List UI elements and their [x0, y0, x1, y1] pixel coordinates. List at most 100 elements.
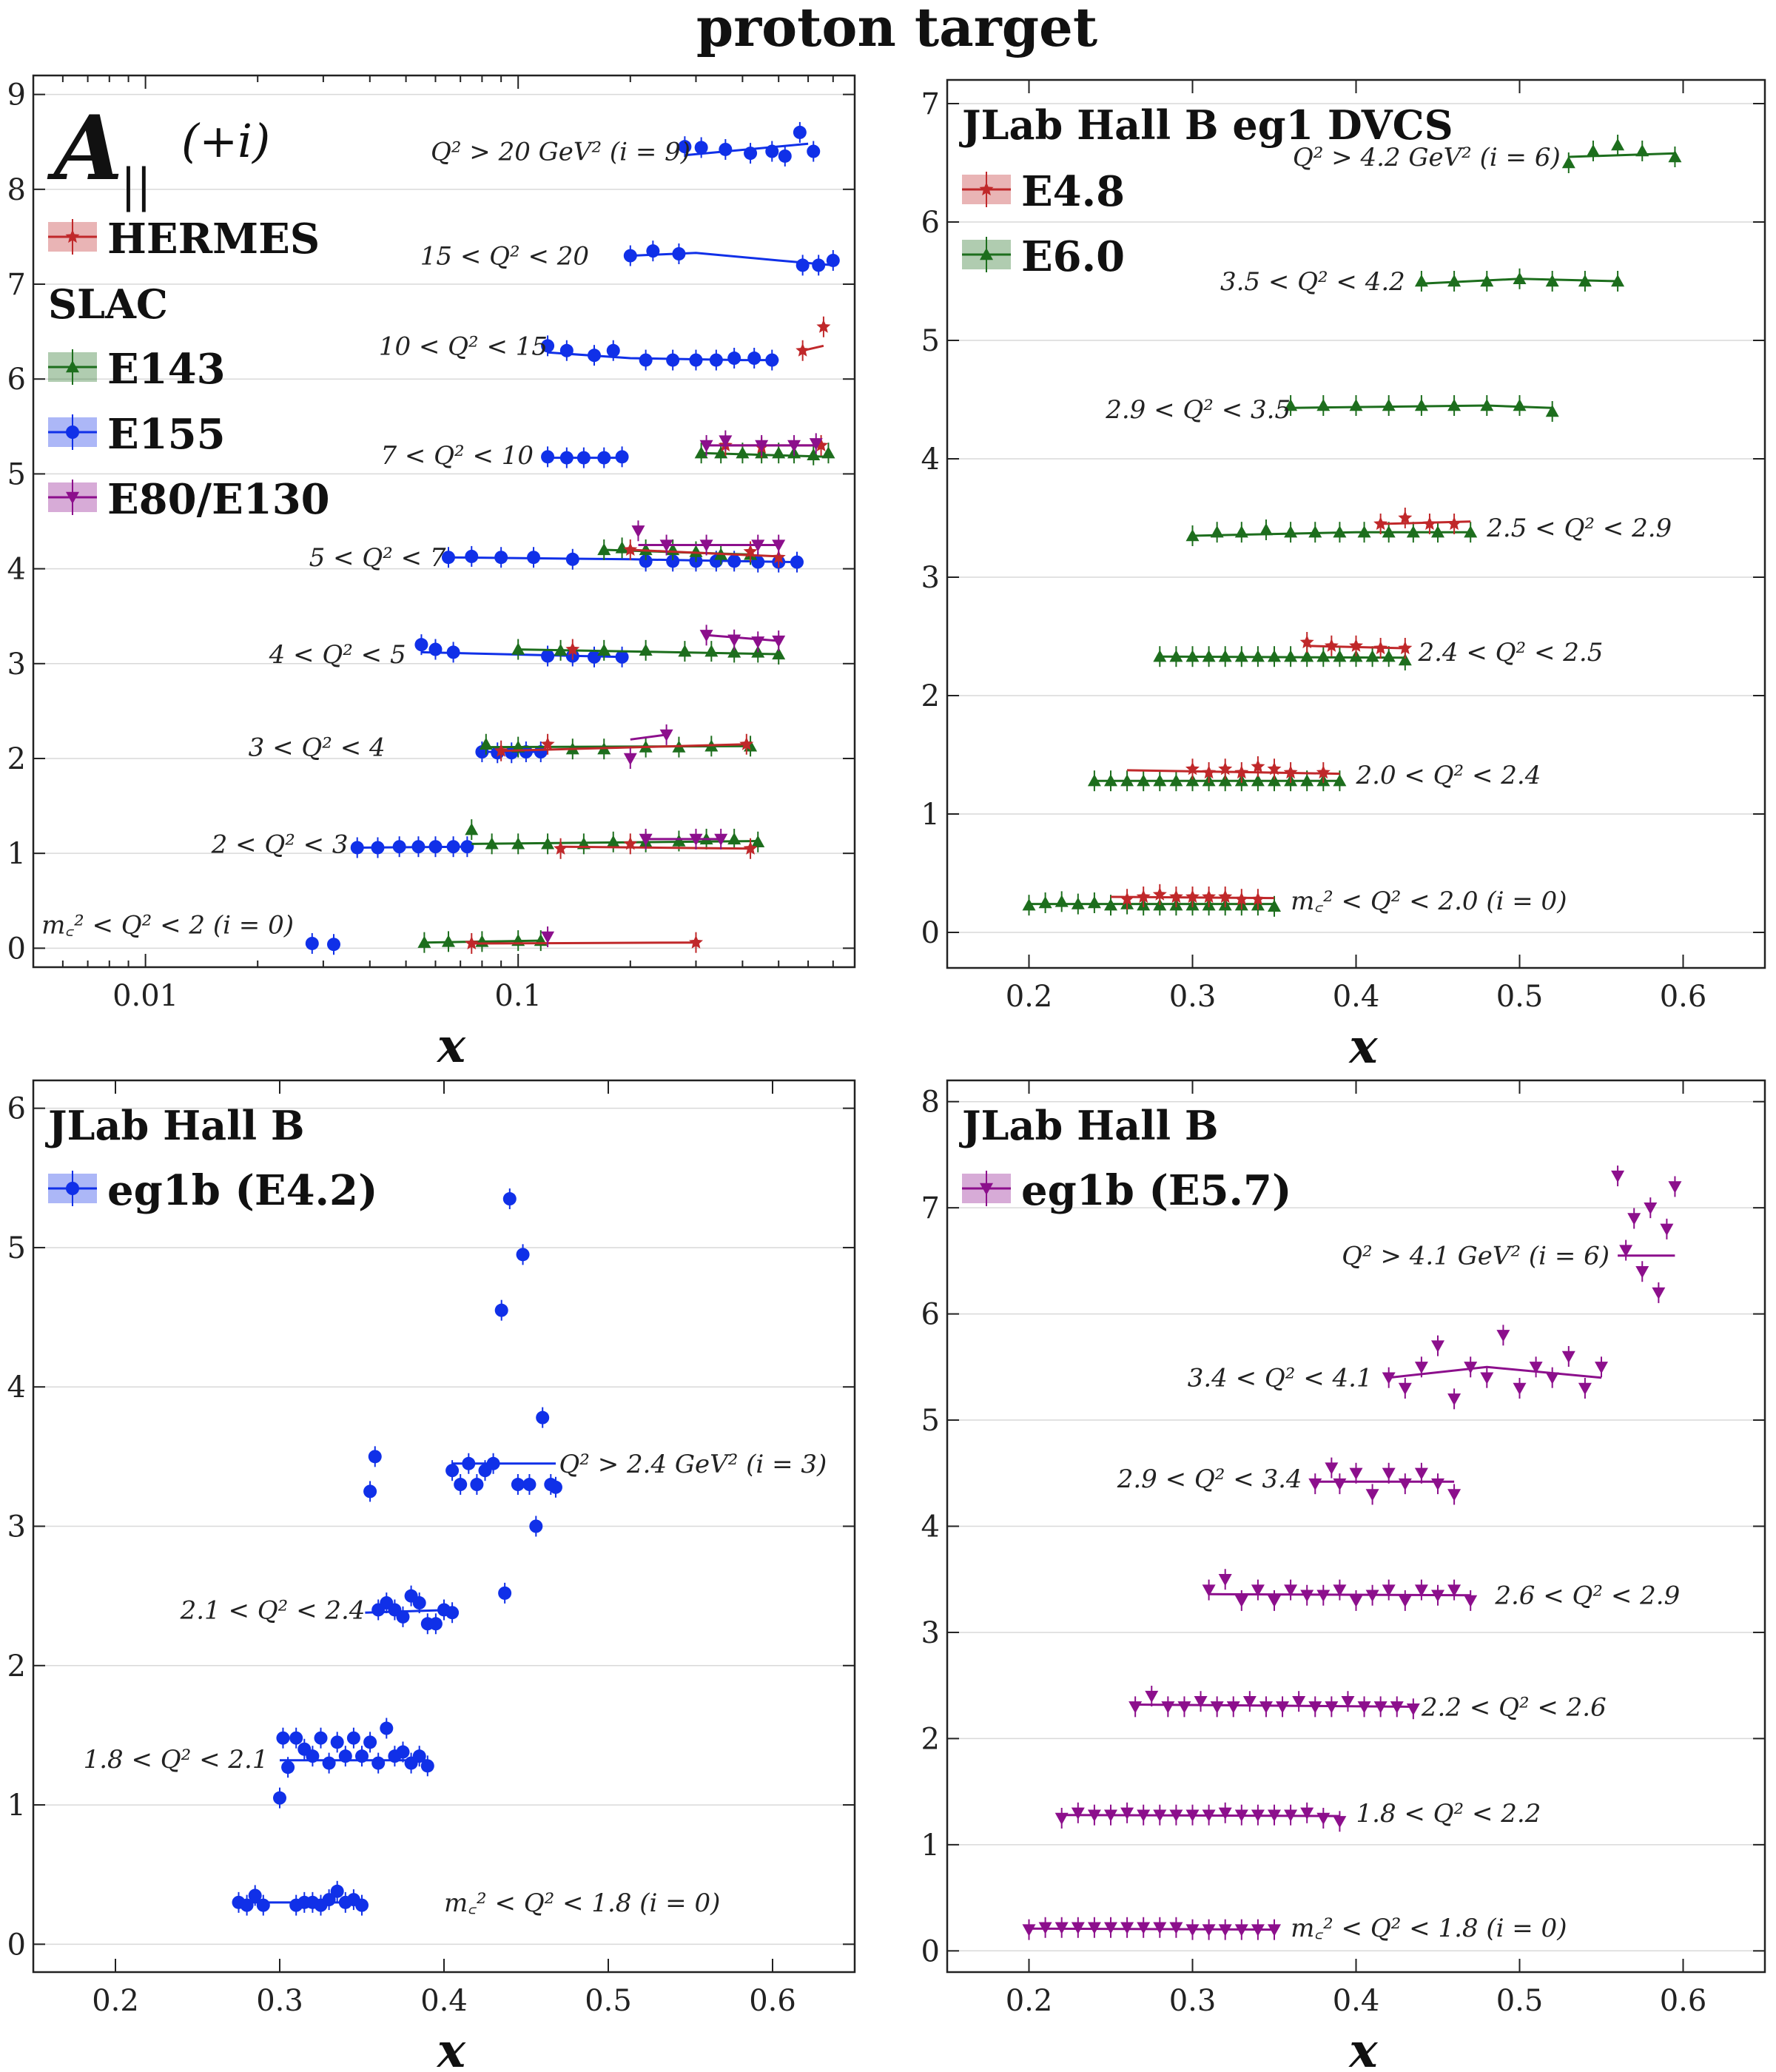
y-tick-label: 3	[921, 1616, 940, 1650]
data-point	[559, 343, 574, 357]
data-point	[1284, 650, 1298, 662]
data-point	[1136, 889, 1151, 904]
data-point	[1619, 1245, 1633, 1257]
data-point	[1308, 525, 1322, 538]
data-point	[1611, 138, 1625, 151]
plot-frame	[946, 1079, 1766, 1974]
data-point	[1464, 1595, 1478, 1607]
data-point	[807, 144, 821, 158]
data-point	[1137, 774, 1151, 787]
data-point	[565, 552, 579, 566]
data-point	[714, 446, 728, 459]
data-point	[1333, 525, 1347, 538]
y-tick-label: 0	[7, 1928, 26, 1962]
x-tick-label: 0.4	[1333, 1984, 1380, 2018]
data-point	[464, 936, 479, 949]
q2-bin-label: m꜀² < Q² < 1.8 (i = 0)	[444, 1888, 720, 1918]
legend-marker	[66, 1182, 79, 1195]
data-point	[1152, 887, 1167, 901]
x-axis-label: x	[436, 1018, 466, 1074]
data-point	[1284, 1584, 1298, 1597]
data-point	[417, 935, 431, 948]
data-point	[1480, 1372, 1494, 1385]
data-point	[704, 645, 719, 657]
data-point	[1185, 889, 1200, 904]
y-tick-label: 7	[7, 268, 26, 302]
data-point	[816, 319, 831, 333]
q2-bin-label: 3 < Q² < 4	[249, 733, 386, 763]
data-point	[727, 352, 741, 366]
legend-label: HERMES	[107, 215, 320, 263]
data-point	[1373, 1701, 1388, 1714]
fit-curve	[1160, 655, 1405, 659]
panel-top-left: 0 1 2 3 4 5 6 7 8 9 0.01 0.1 x Q² > 20 GeV² (i = 9) 15…	[7, 74, 856, 1074]
series-e143	[417, 443, 835, 953]
data-point	[772, 647, 786, 660]
legend-entry: eg1b (E5.7)	[962, 1166, 1292, 1215]
data-point	[1316, 399, 1331, 411]
data-point	[479, 737, 493, 750]
data-point	[1324, 638, 1339, 652]
data-point	[1414, 1467, 1428, 1480]
data-point	[1365, 1590, 1379, 1602]
data-point	[1283, 765, 1298, 779]
data-point	[1382, 525, 1396, 538]
data-point	[1022, 898, 1036, 911]
q2-bin-label: 3.5 < Q² < 4.2	[1220, 267, 1405, 297]
data-point	[1545, 405, 1559, 417]
data-point	[446, 840, 460, 854]
data-point	[1447, 517, 1462, 531]
data-point	[1202, 1584, 1216, 1597]
data-point	[1104, 1809, 1117, 1822]
data-point	[623, 249, 637, 263]
legend-entry: E80/E130	[48, 475, 330, 524]
legend-entry: eg1b (E4.2)	[48, 1166, 378, 1215]
data-point	[411, 840, 426, 854]
data-point	[744, 147, 758, 161]
data-point	[363, 1735, 377, 1749]
data-point	[1218, 774, 1232, 787]
data-point	[1422, 517, 1437, 531]
data-point	[751, 636, 765, 649]
data-point	[739, 736, 754, 750]
series-e155	[305, 121, 840, 955]
data-point	[1382, 650, 1396, 662]
y-tick-label: 6	[921, 1298, 940, 1332]
data-point	[659, 729, 673, 741]
x-tick-label: 0.3	[1169, 1984, 1217, 2018]
data-point	[1398, 1478, 1412, 1491]
data-point	[1120, 892, 1134, 906]
data-point	[322, 1756, 336, 1770]
data-point	[1447, 1393, 1462, 1406]
fit-curve	[706, 633, 779, 642]
data-point	[1300, 650, 1314, 662]
fit-curve	[1061, 1814, 1340, 1817]
data-point	[1268, 650, 1281, 662]
data-point	[330, 1884, 344, 1898]
data-point	[1169, 1809, 1183, 1822]
data-point	[1586, 144, 1600, 157]
data-point	[1185, 529, 1200, 542]
q2-bin-label: Q² > 20 GeV² (i = 9)	[431, 138, 690, 167]
x-tick-label: 0.6	[1660, 980, 1707, 1014]
data-point	[1365, 1489, 1379, 1501]
y-tick-label: 6	[7, 363, 26, 397]
data-point	[541, 931, 555, 944]
data-point	[1316, 650, 1331, 662]
data-point	[1120, 1807, 1134, 1820]
data-point	[659, 539, 673, 552]
data-point	[1373, 517, 1388, 531]
data-point	[326, 938, 340, 952]
data-point	[494, 551, 508, 565]
legend-marker	[66, 491, 79, 504]
data-point	[790, 555, 804, 569]
data-point	[1578, 275, 1592, 287]
data-point	[689, 545, 703, 557]
data-point	[1087, 1922, 1101, 1934]
data-point	[646, 244, 660, 258]
legend-header: JLab Hall B	[45, 1102, 305, 1149]
data-point	[672, 247, 686, 260]
legend-entry: E155	[48, 410, 226, 459]
data-point	[1398, 653, 1412, 666]
data-point	[346, 1731, 360, 1745]
